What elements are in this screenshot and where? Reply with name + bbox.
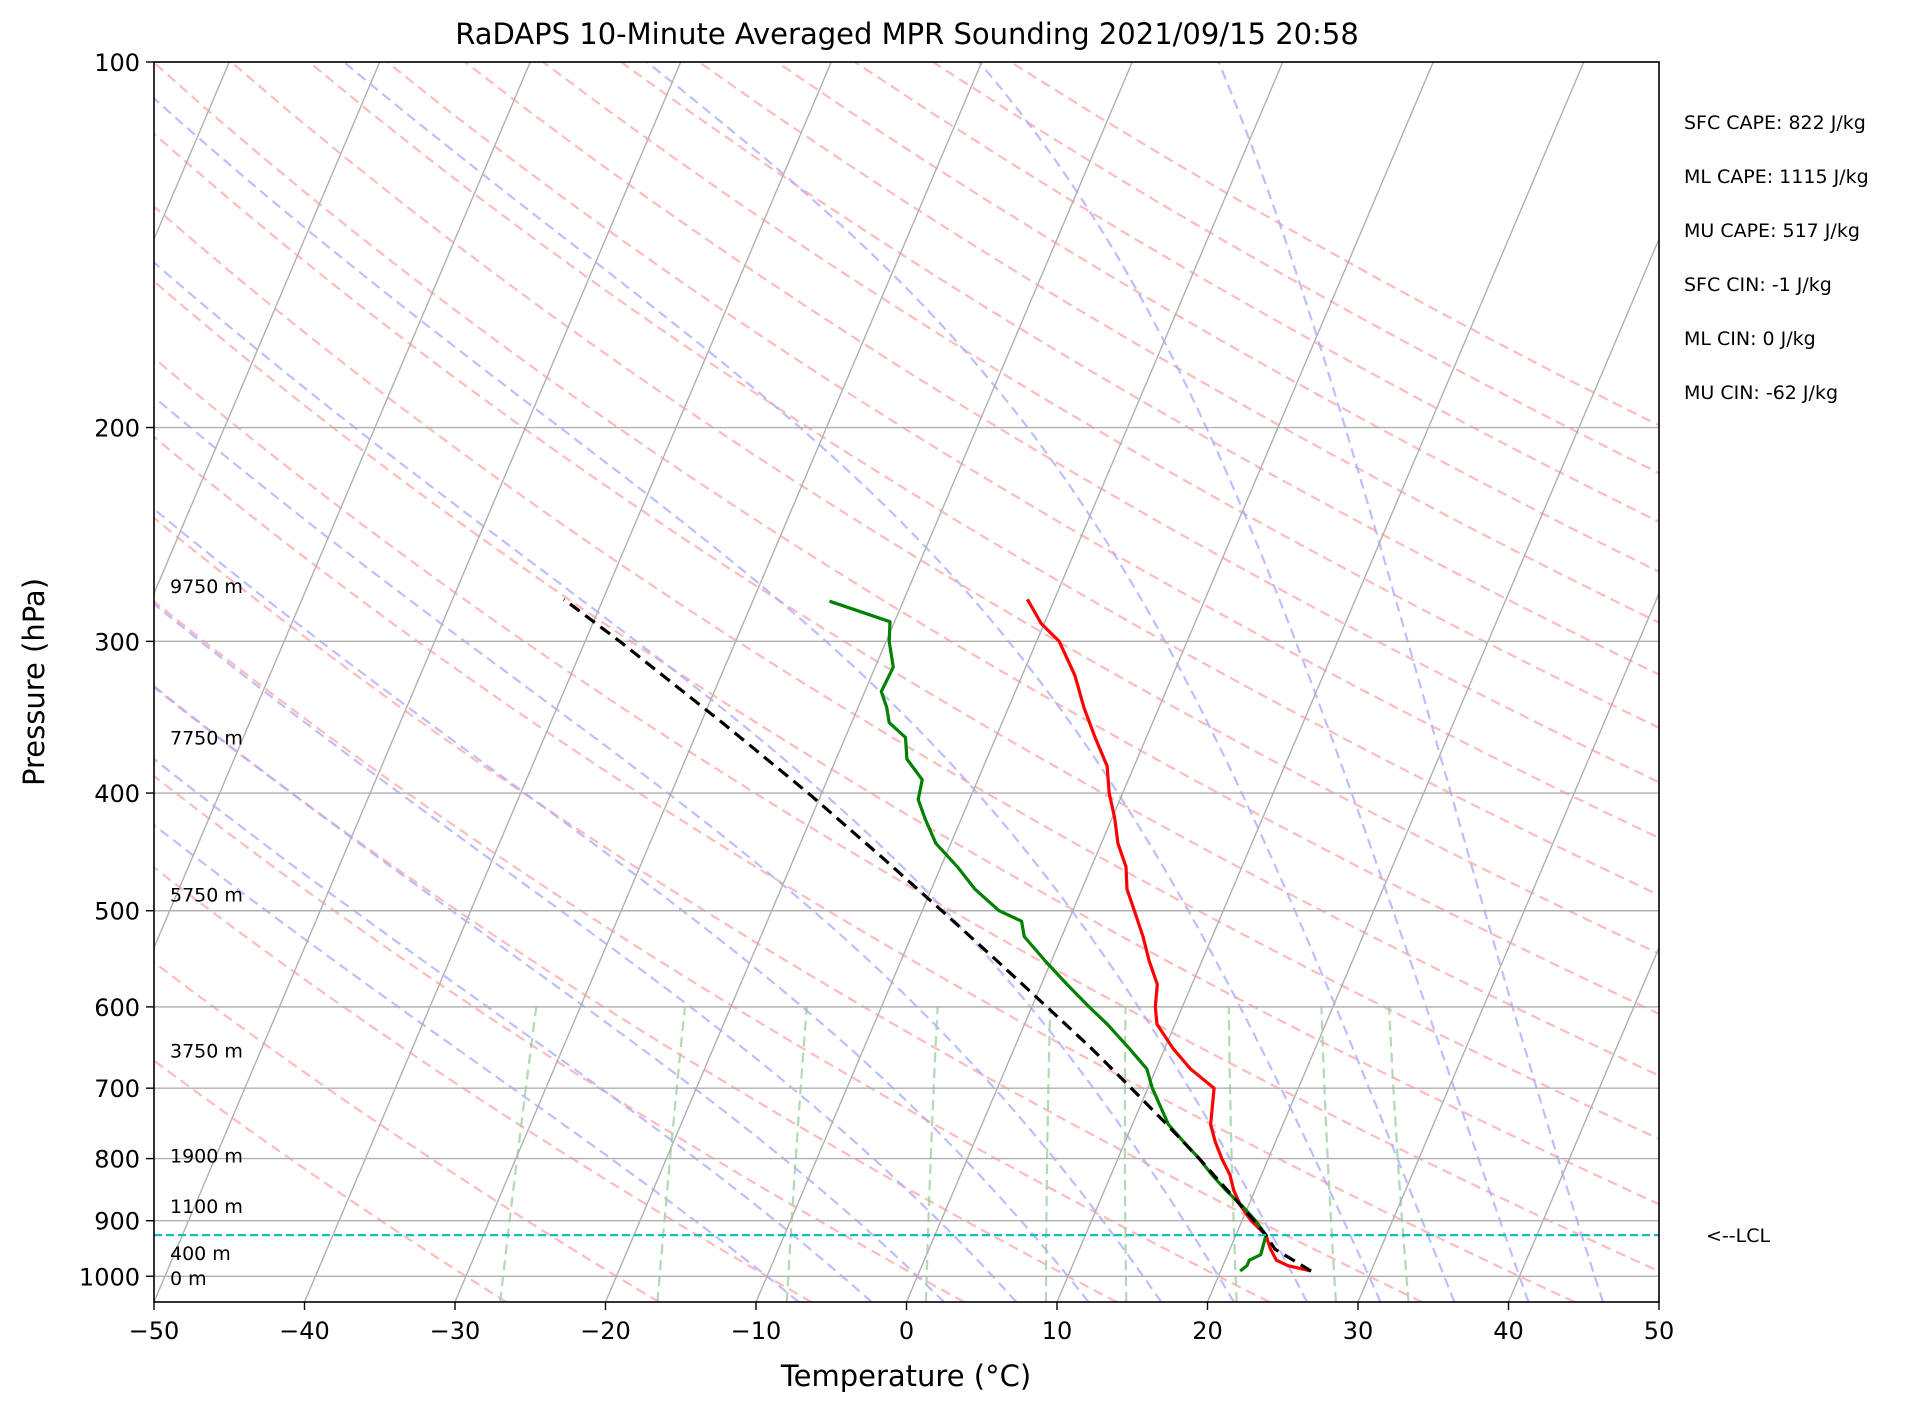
mixing-ratio-line [1227,1006,1238,1302]
x-tick-label: 20 [1192,1317,1223,1345]
moist-adiabat [978,62,1530,1302]
moist-adiabat [1217,62,1604,1302]
height-label: 7750 m [170,728,243,750]
height-label: 9750 m [170,576,243,598]
x-tick-label: 30 [1343,1317,1374,1345]
y-tick-label: 400 [94,780,140,808]
mixing-ratio-line [1123,1006,1128,1302]
isotherm-line [1056,62,1585,1302]
moist-adiabat [154,395,1163,1302]
dry-adiabat [230,62,1659,955]
y-axis-ticks: 100 200 300 400 500 600 700 800 900 1000 [79,49,154,1291]
isotherm-line [154,62,381,596]
x-tick-label: −50 [129,1317,180,1345]
x-axis-ticks: −50 −40 −30 −20 −10 0 10 20 30 40 50 [129,1302,1675,1345]
y-tick-label: 100 [94,49,140,77]
isotherm-line [905,62,1434,1302]
dry-adiabat [154,866,813,1302]
stability-stats: SFC CAPE: 822 J/kg ML CAPE: 1115 J/kg MU C… [1684,112,1869,404]
stat-label: SFC CIN: -1 J/kg [1684,274,1832,296]
moist-adiabat [154,507,1090,1302]
isotherm-line [1357,591,1659,1302]
mixing-ratio-line [499,1006,538,1302]
mixing-ratio-line [656,1006,686,1302]
x-tick-label: 50 [1644,1317,1675,1345]
dry-adiabat [154,685,1118,1302]
dry-adiabat [386,62,1659,840]
height-label: 1100 m [170,1196,243,1218]
moist-adiabat [154,96,1309,1302]
isotherm-line [454,62,983,1302]
y-tick-label: 700 [94,1075,140,1103]
background-lines [154,62,1659,1302]
dry-adiabat [154,62,1659,1015]
stat-label: MU CAPE: 517 J/kg [1684,220,1860,242]
y-tick-label: 500 [94,898,140,926]
stat-label: SFC CAPE: 822 J/kg [1684,112,1866,134]
height-label: 0 m [170,1268,207,1290]
moist-adiabat [154,757,873,1302]
isotherm-line [755,62,1284,1302]
y-tick-label: 800 [94,1146,140,1174]
x-tick-label: −20 [580,1317,631,1345]
stat-label: ML CAPE: 1115 J/kg [1684,166,1869,188]
moist-adiabat [154,602,1018,1302]
dry-adiabat [154,132,1659,1077]
x-tick-label: −10 [731,1317,782,1345]
isotherm-line [604,62,1133,1302]
moist-adiabat [154,684,945,1302]
height-label: 400 m [170,1243,231,1265]
isotherm-line [154,62,531,950]
height-label: 3750 m [170,1041,243,1063]
dry-adiabat [154,435,1576,1302]
x-tick-label: −40 [279,1317,330,1345]
moist-adiabat [154,261,1235,1302]
mixing-ratio-line [1388,1006,1410,1302]
height-labels: 9750 m 7750 m 5750 m 3750 m 1900 m 1100 m 400 … [170,576,243,1290]
x-tick-label: 10 [1042,1317,1073,1345]
isotherm-line [1507,945,1659,1302]
moist-adiabat [646,62,1456,1302]
dry-adiabat [154,960,660,1302]
x-tick-label: −30 [430,1317,481,1345]
mixing-ratio-line [785,1006,808,1302]
isotherm-line [303,62,832,1302]
chart-title: RaDAPS 10-Minute Averaged MPR Sounding 2… [455,17,1359,51]
dry-adiabat [154,356,1659,1273]
dry-adiabat [308,62,1659,897]
isotherm-line [1206,237,1659,1302]
lcl-label: <--LCL [1706,1225,1770,1247]
mixing-ratio-line [1044,1006,1052,1302]
mixing-ratio-line [924,1006,939,1302]
y-tick-label: 200 [94,415,140,443]
isotherm-line [154,62,682,1302]
stat-label: MU CIN: -62 J/kg [1684,382,1838,404]
y-tick-label: 1000 [79,1263,140,1291]
lcl-group: <--LCL [154,1225,1770,1247]
x-tick-label: 40 [1493,1317,1524,1345]
mixing-ratio-line [1320,1006,1338,1302]
x-tick-label: 0 [899,1317,914,1345]
height-label: 5750 m [170,885,243,907]
y-tick-label: 600 [94,994,140,1022]
moist-adiabat [154,823,800,1302]
moist-adiabat [343,62,1382,1302]
parcel-trace [562,598,1312,1273]
y-tick-label: 900 [94,1208,140,1236]
dry-adiabat [154,279,1659,1206]
y-tick-label: 300 [94,628,140,656]
x-axis-label: Temperature (°C) [780,1359,1031,1393]
dry-adiabat [154,774,965,1302]
y-axis-label: Pressure (hPa) [17,578,51,786]
height-label: 1900 m [170,1145,243,1167]
data-lines [562,598,1312,1273]
stat-label: ML CIN: 0 J/kg [1684,328,1816,350]
